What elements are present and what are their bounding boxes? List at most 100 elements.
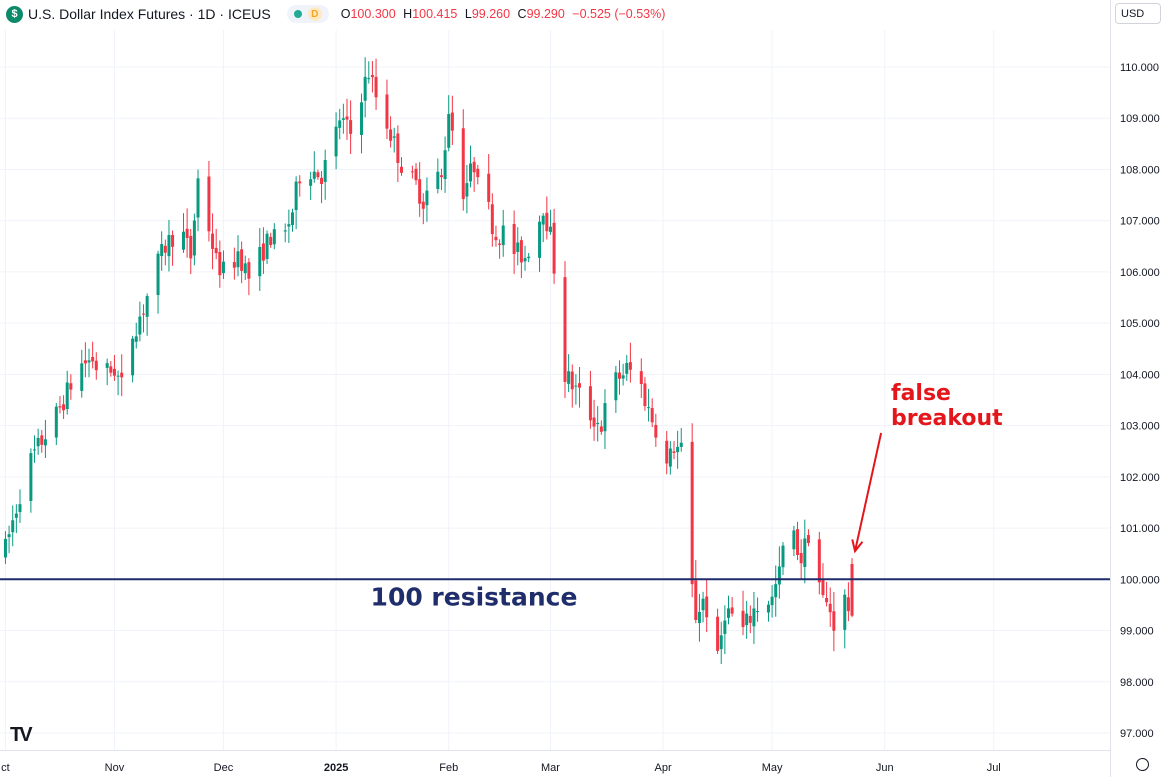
candle-body	[33, 449, 37, 451]
settings-gear-icon[interactable]	[1136, 758, 1149, 771]
candle-body	[439, 175, 443, 178]
candle-body	[748, 615, 752, 623]
candle-body	[774, 584, 778, 598]
candle-body	[345, 116, 349, 120]
ohlc-change-value: −0.525 (−0.53%)	[572, 7, 666, 21]
x-tick-label: 2025	[324, 762, 348, 774]
x-tick-label: Apr	[655, 762, 672, 774]
candle-body	[160, 244, 164, 257]
candle-body	[167, 234, 171, 257]
ohlc-close-key: C	[517, 7, 527, 21]
candle-body	[447, 113, 451, 148]
candle-body	[283, 230, 287, 232]
y-tick-label: 109.000	[1120, 113, 1160, 125]
candle-body	[363, 76, 367, 101]
candle-body	[399, 166, 403, 173]
candle-body	[625, 362, 629, 374]
candle-body	[563, 277, 567, 382]
candle-body	[232, 262, 236, 268]
candle-body	[87, 360, 91, 363]
candle-body	[385, 94, 389, 129]
candle-body	[668, 448, 672, 467]
candle-body	[349, 120, 353, 134]
candle-body	[465, 183, 469, 197]
candle-body	[825, 597, 829, 603]
candle-body	[443, 150, 447, 180]
candle-body	[516, 242, 520, 252]
candle-body	[494, 236, 498, 241]
candle-body	[523, 258, 527, 262]
dollar-logo-icon: $	[6, 5, 23, 23]
y-tick-label: 100.000	[1120, 574, 1160, 586]
candle-body	[58, 406, 62, 408]
candle-body	[647, 407, 651, 409]
candle-body	[142, 313, 146, 315]
candle-body	[694, 580, 698, 620]
candle-body	[621, 375, 625, 379]
candle-body	[719, 635, 723, 650]
candle-body	[69, 383, 73, 390]
candle-body	[436, 171, 440, 190]
chart-header: $ U.S. Dollar Index Futures · 1D · ICEUS…	[6, 4, 669, 24]
candle-body	[843, 594, 847, 630]
candle-body	[192, 220, 196, 256]
candle-body	[298, 181, 302, 184]
candle-body	[40, 435, 44, 445]
candle-body	[287, 224, 291, 227]
candle-body	[43, 439, 47, 446]
candle-body	[163, 245, 167, 253]
candle-body	[334, 126, 338, 157]
y-tick-label: 107.000	[1120, 216, 1160, 228]
candle-body	[697, 611, 701, 624]
candle-body	[62, 404, 66, 411]
candle-body	[243, 263, 247, 274]
currency-button[interactable]: USD	[1115, 3, 1161, 24]
candle-body	[501, 225, 505, 246]
candle-body	[36, 437, 40, 447]
candle-body	[803, 538, 807, 567]
candle-body	[320, 177, 324, 185]
candle-body	[832, 611, 836, 631]
candle-body	[512, 224, 516, 255]
y-tick-label: 104.000	[1120, 369, 1160, 381]
annotation-arrow-head	[851, 539, 864, 554]
candle-body	[138, 316, 142, 335]
candle-body	[527, 256, 531, 259]
symbol-title[interactable]: U.S. Dollar Index Futures · 1D · ICEUS	[28, 6, 271, 22]
candle-body	[679, 442, 683, 447]
candle-body	[541, 215, 545, 225]
candle-body	[156, 253, 160, 296]
candle-body	[705, 596, 709, 618]
candle-body	[11, 520, 15, 533]
candle-body	[770, 596, 774, 606]
candle-body	[476, 168, 480, 178]
status-pill[interactable]: D	[286, 5, 329, 23]
candle-body	[105, 363, 109, 368]
annotation-arrow-shaft	[854, 432, 883, 552]
candle-body	[596, 422, 600, 425]
candle-body	[360, 102, 364, 135]
candle-body	[792, 530, 796, 550]
candle-body	[189, 235, 193, 259]
x-tick-label: Dec	[214, 762, 234, 774]
candle-body	[120, 372, 124, 378]
candle-body	[472, 161, 476, 173]
candle-body	[341, 118, 345, 120]
candle-body	[316, 172, 320, 178]
candle-body	[196, 178, 200, 218]
currency-label: USD	[1121, 7, 1145, 20]
candle-body	[614, 372, 618, 401]
candle-body	[796, 529, 800, 555]
ohlc-high-key: H	[403, 7, 413, 21]
candle-body	[265, 233, 269, 259]
candle-body	[741, 610, 745, 628]
candle-body	[29, 453, 33, 501]
candle-body	[617, 372, 621, 379]
y-tick-label: 101.000	[1120, 523, 1160, 535]
candle-body	[389, 129, 393, 141]
y-tick-label: 102.000	[1120, 472, 1160, 484]
candle-body	[272, 229, 276, 245]
annotation-text: false	[891, 381, 951, 406]
candle-body	[214, 247, 218, 254]
